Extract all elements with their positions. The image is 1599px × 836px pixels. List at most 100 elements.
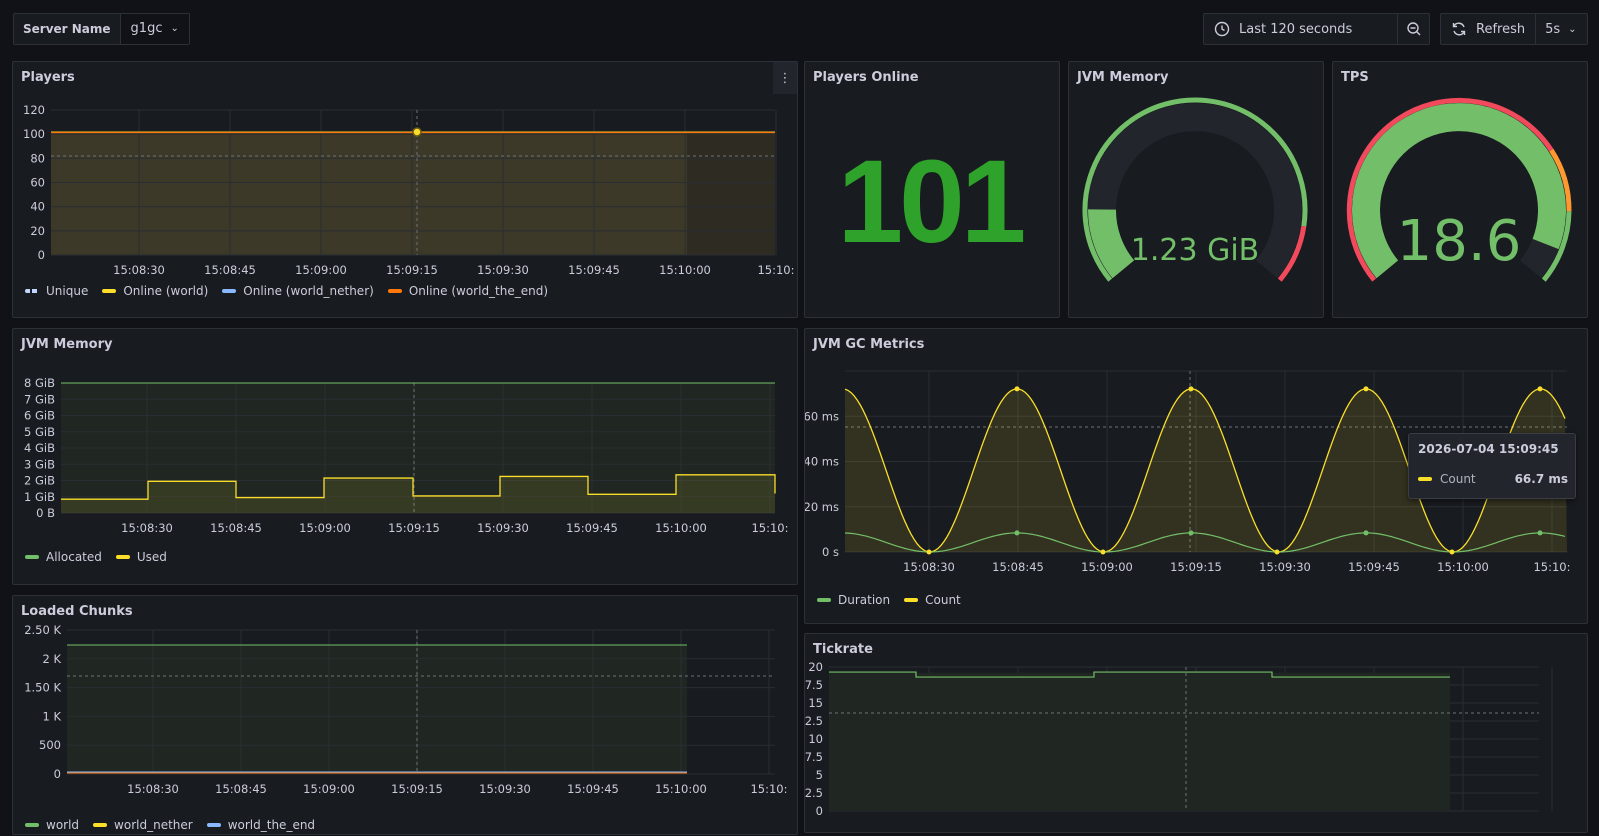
x-tick-label: 15:10:00 bbox=[655, 521, 707, 535]
legend-swatch bbox=[206, 823, 221, 827]
x-tick-label: 15:09:45 bbox=[1348, 560, 1400, 574]
panel-title: Tickrate bbox=[813, 642, 873, 657]
legend-swatch bbox=[1418, 477, 1432, 481]
legend-swatch bbox=[25, 555, 39, 559]
area-fill bbox=[67, 645, 687, 774]
panel-title: TPS bbox=[1341, 70, 1369, 85]
y-tick-label: 6 GiB bbox=[24, 409, 55, 423]
y-tick-label: 100 bbox=[23, 127, 45, 141]
legend-item[interactable]: world bbox=[25, 818, 79, 832]
x-tick-label: 15:09:00 bbox=[1081, 560, 1133, 574]
y-tick-label: 20 bbox=[30, 224, 45, 238]
panel-menu-button[interactable]: ⋮ bbox=[773, 62, 797, 94]
y-tick-label: 10 bbox=[808, 732, 823, 746]
y-tick-label: 4 GiB bbox=[24, 441, 55, 455]
axis-group: 60 ms 40 ms 20 ms 0 s 15:08:30 15:08:45 15:09:… bbox=[805, 409, 1571, 574]
x-tick-label: 15:09:00 bbox=[295, 263, 347, 277]
jvm-gc-chart[interactable]: 60 ms 40 ms 20 ms 0 s 15:08:30 15:08:45 15:09:… bbox=[805, 329, 1589, 625]
y-tick-label: 12.5 bbox=[805, 714, 823, 728]
legend-item[interactable]: Used bbox=[115, 550, 167, 564]
legend-item[interactable]: Duration bbox=[817, 593, 890, 607]
panel-title: Players bbox=[21, 70, 75, 85]
zoom-out-button[interactable] bbox=[1397, 13, 1430, 45]
axis-group: 20 17.5 15 12.5 10 7.5 5 2.5 0 bbox=[805, 660, 823, 818]
legend-item[interactable]: Count bbox=[904, 593, 961, 607]
tickrate-chart[interactable]: 20 17.5 15 12.5 10 7.5 5 2.5 0 bbox=[805, 634, 1589, 834]
used-area bbox=[61, 474, 775, 513]
count-point bbox=[1014, 386, 1020, 392]
legend-item[interactable]: world_the_end bbox=[206, 818, 315, 832]
x-tick-label: 15:09:30 bbox=[479, 782, 531, 796]
server-name-select[interactable]: g1gc ⌄ bbox=[120, 14, 189, 44]
threshold-band bbox=[1082, 97, 1308, 282]
count-point bbox=[1188, 386, 1194, 392]
legend-item[interactable]: Allocated bbox=[25, 550, 102, 564]
players-online-panel[interactable]: Players Online 101 bbox=[804, 61, 1060, 318]
x-tick-label: 15:10: bbox=[1533, 560, 1570, 574]
legend-item[interactable]: Online (world_nether) bbox=[222, 284, 374, 298]
x-tick-label: 15:09:45 bbox=[566, 521, 618, 535]
y-tick-label: 17.5 bbox=[805, 678, 823, 692]
x-tick-label: 15:08:30 bbox=[127, 782, 179, 796]
y-tick-label: 20 ms bbox=[805, 500, 839, 514]
duration-point bbox=[1363, 530, 1369, 536]
players-chart[interactable]: 120 100 80 60 40 20 0 15:08:30 15:08:45 15:09:00 1… bbox=[13, 62, 799, 319]
y-tick-label: 5 bbox=[816, 768, 823, 782]
chart-tooltip: 2026-07-04 15:09:45 Count 66.7 ms bbox=[1408, 433, 1576, 499]
y-tick-label: 0 bbox=[816, 804, 823, 818]
dashboard-toolbar: Server Name g1gc ⌄ Last 120 seconds ⌄ Re… bbox=[0, 0, 1599, 58]
gc-legend: Duration Count bbox=[817, 593, 961, 607]
panel-title: Loaded Chunks bbox=[21, 604, 133, 619]
time-range-picker[interactable]: Last 120 seconds ⌄ bbox=[1203, 13, 1427, 45]
legend-item[interactable]: Unique bbox=[25, 284, 88, 298]
tooltip-series: Count bbox=[1440, 472, 1476, 486]
tps-gauge-panel[interactable]: TPS 18.6 bbox=[1332, 61, 1588, 318]
y-tick-label: 0 bbox=[38, 248, 45, 262]
x-tick-label: 15:08:45 bbox=[215, 782, 267, 796]
y-tick-label: 0 s bbox=[822, 545, 839, 559]
x-tick-label: 15:08:45 bbox=[992, 560, 1044, 574]
legend-swatch bbox=[115, 555, 130, 559]
y-tick-label: 8 GiB bbox=[24, 376, 55, 390]
count-area bbox=[845, 388, 1567, 552]
refresh-button[interactable]: Refresh bbox=[1451, 14, 1537, 44]
legend-swatch bbox=[222, 289, 237, 293]
jvm-memory-gauge-panel[interactable]: JVM Memory 1.23 GiB bbox=[1068, 61, 1324, 318]
refresh-label: Refresh bbox=[1476, 21, 1526, 37]
x-tick-label: 15:08:45 bbox=[210, 521, 262, 535]
x-tick-label: 15:09:15 bbox=[1170, 560, 1222, 574]
y-tick-label: 2.50 K bbox=[24, 623, 61, 637]
loaded-chunks-panel[interactable]: Loaded Chunks 2.50 K 2 K 1.50 K 1 K 500 0 15:0… bbox=[12, 595, 798, 835]
chevron-down-icon: ⌄ bbox=[170, 23, 179, 34]
jvm-memory-chart[interactable]: 8 GiB 7 GiB 6 GiB 5 GiB 4 GiB 3 GiB 2 GiB 1 GiB… bbox=[13, 329, 799, 586]
legend-label: Online (world) bbox=[123, 284, 209, 298]
y-tick-label: 5 GiB bbox=[24, 425, 55, 439]
area-fill bbox=[829, 672, 1450, 811]
legend-item[interactable]: Online (world) bbox=[102, 284, 208, 298]
legend-item[interactable]: world_nether bbox=[93, 818, 193, 832]
y-tick-label: 1.50 K bbox=[24, 681, 61, 695]
refresh-interval-select[interactable]: 5s ⌄ bbox=[1536, 22, 1585, 37]
legend-label: Online (world_the_end) bbox=[408, 284, 549, 298]
threshold-band bbox=[1549, 148, 1572, 212]
y-tick-label: 500 bbox=[39, 738, 61, 752]
y-tick-label: 60 ms bbox=[805, 409, 839, 423]
threshold-band bbox=[1541, 211, 1572, 282]
server-name-variable: Server Name g1gc ⌄ bbox=[13, 13, 190, 45]
legend-swatch bbox=[25, 289, 39, 293]
legend-item[interactable]: Online (world_the_end) bbox=[387, 284, 549, 298]
tooltip-row: Count 66.7 ms bbox=[1418, 472, 1568, 486]
area-fill bbox=[51, 132, 775, 255]
chunks-legend: world world_nether world_the_end bbox=[25, 818, 315, 832]
players-panel[interactable]: Players ⋮ 120 100 80 60 40 20 0 15:08:30 15:08:4… bbox=[12, 61, 798, 318]
duration-point bbox=[1537, 530, 1543, 536]
legend-label: world bbox=[46, 818, 80, 832]
x-tick-label: 15:08:30 bbox=[903, 560, 955, 574]
jvm-memory-panel[interactable]: JVM Memory 8 GiB 7 GiB 6 GiB 5 GiB 4 GiB 3 Gi… bbox=[12, 328, 798, 585]
gauge-value: 18.6 bbox=[1397, 209, 1522, 274]
y-tick-label: 80 bbox=[30, 151, 45, 165]
gauge-fill bbox=[1087, 209, 1135, 279]
tickrate-panel[interactable]: Tickrate 20 17.5 15 12.5 10 7.5 5 2.5 0 bbox=[804, 633, 1588, 833]
loaded-chunks-chart[interactable]: 2.50 K 2 K 1.50 K 1 K 500 0 15:08:30 15:08:45 15… bbox=[13, 596, 799, 836]
axis-group: 2.50 K 2 K 1.50 K 1 K 500 0 15:08:30 15:08:45 15… bbox=[24, 623, 787, 796]
